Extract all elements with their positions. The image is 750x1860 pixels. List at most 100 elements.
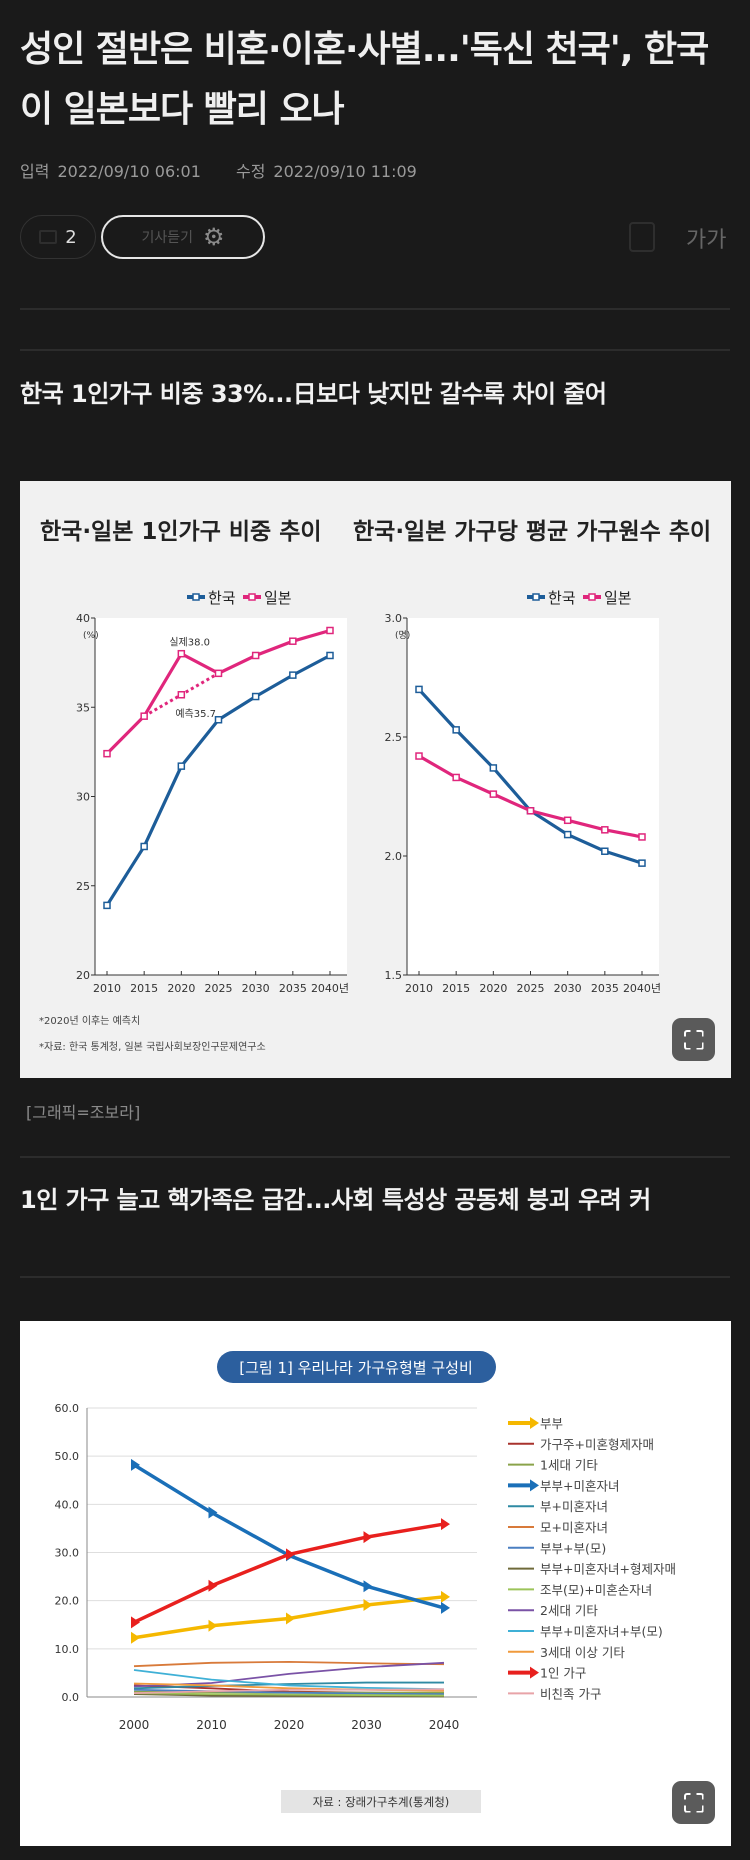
data-point-arrow (441, 1518, 450, 1531)
legend-label: 일본 (604, 589, 632, 607)
x-tick-label: 2015 (442, 982, 470, 995)
legend-label: 부부+미혼자녀+형제자매 (540, 1562, 676, 1577)
data-point-arrow (131, 1616, 140, 1629)
x-tick-label: 2030 (242, 982, 270, 995)
series-line-비친족 가구 (133, 1688, 445, 1695)
data-point (452, 726, 460, 734)
legend-label: 부부+미혼자녀 (540, 1478, 619, 1493)
comment-button[interactable]: 2 (20, 215, 96, 259)
annotation: 예측35.7 (175, 708, 216, 720)
data-point (415, 685, 423, 694)
edit-label: 수정 (235, 162, 266, 181)
data-point (526, 807, 535, 815)
legend-label: 부부 (540, 1416, 563, 1431)
data-point (214, 669, 223, 678)
x-tick-label: 2030 (351, 1718, 382, 1732)
share-icon[interactable] (629, 222, 655, 252)
data-point-arrow (363, 1599, 373, 1612)
series-line-모+미혼자녀 (133, 1660, 445, 1668)
x-tick-label: 2030 (554, 982, 582, 995)
comment-icon (39, 230, 58, 244)
chart-title: 한국·일본 1인가구 비중 추이 (40, 519, 322, 545)
gear-icon[interactable]: ⚙ (203, 223, 225, 251)
expand-button[interactable] (672, 1018, 715, 1061)
y-tick-label: 2.5 (385, 731, 403, 744)
legend-marker (248, 593, 256, 601)
y-tick-label: 2.0 (385, 850, 403, 863)
data-point (638, 859, 646, 867)
footnote: *자료: 한국 통계청, 일본 국립사회보장인구문제연구소 (39, 1040, 266, 1053)
x-tick-label: 2020 (479, 982, 507, 995)
chart-svg: [그림 1] 우리나라 가구유형별 구성비 0.0 10.0 20.0 30.0 40.0… (55, 1351, 676, 1813)
source-box (281, 1790, 481, 1813)
data-point-arrow (208, 1506, 218, 1519)
chart-title: [그림 1] 우리나라 가구유형별 구성비 (239, 1359, 473, 1377)
y-tick-label: 20 (76, 969, 90, 982)
y-tick-label: 10.0 (55, 1643, 80, 1656)
data-point (489, 790, 498, 798)
footnote: *2020년 이후는 예측치 (39, 1015, 140, 1027)
listen-label: 기사듣기 (141, 230, 193, 246)
data-point (251, 651, 260, 660)
divider (20, 1156, 730, 1158)
x-tick-label: 2010 (196, 1718, 227, 1732)
x-tick-label: 2035 (591, 982, 619, 995)
font-size-button[interactable]: 가가 (686, 222, 726, 254)
y-tick-label: 25 (76, 880, 90, 893)
legend-label: 3세대 이상 기타 (540, 1645, 625, 1660)
plot-area (407, 618, 659, 975)
article-title: 성인 절반은 비혼·이혼·사별...'독신 천국', 한국이 일본보다 빨리 오… (20, 29, 709, 130)
data-point (601, 847, 609, 855)
legend-marker (532, 593, 540, 601)
data-point (601, 826, 609, 834)
input-time: 2022/09/10 06:01 (57, 162, 201, 181)
listen-article-button[interactable]: 기사듣기 ⚙ (101, 215, 265, 259)
legend-label: 2세대 기타 (540, 1603, 598, 1618)
input-label: 입력 (20, 162, 50, 181)
legend-marker (588, 593, 596, 601)
x-tick-label: 2020 (274, 1718, 305, 1732)
data-point-arrow (363, 1531, 373, 1544)
legend-label: 비친족 가구 (540, 1686, 601, 1701)
image-caption: [그래픽=조보라] (26, 1103, 141, 1122)
y-tick-label: 3.0 (385, 612, 403, 625)
legend-label: 부부+부(모) (540, 1541, 606, 1556)
y-tick-label: 1.5 (385, 969, 403, 982)
legend-label: 모+미혼자녀 (540, 1520, 608, 1535)
data-point (214, 715, 223, 724)
data-point (452, 773, 460, 782)
x-tick-label: 2000 (119, 1718, 150, 1732)
series-line-부+미혼자녀 (133, 1681, 444, 1690)
series-line-부부+미혼자녀 (133, 1463, 445, 1610)
chart-image-household-types[interactable]: [그림 1] 우리나라 가구유형별 구성비 0.0 10.0 20.0 30.0 40.0… (20, 1321, 731, 1846)
article-meta: 입력 2022/09/10 06:01 수정 2022/09/10 11:09 (20, 158, 425, 182)
data-point (177, 762, 186, 770)
subheading: 한국 1인가구 비중 33%...日보다 낮지만 갈수록 차이 줄어 (20, 380, 607, 408)
data-point (415, 752, 423, 760)
divider (20, 1276, 730, 1278)
data-point-arrow (208, 1619, 218, 1632)
legend-label: 한국 (208, 589, 236, 607)
chart-title: 한국·일본 가구당 평균 가구원수 추이 (353, 519, 711, 545)
expand-icon (683, 1029, 704, 1050)
data-point-arrow (286, 1612, 295, 1625)
x-tick-label: 2040년 (311, 982, 349, 995)
data-point (489, 764, 498, 772)
subheading: 1인 가구 늘고 핵가족은 급감...사회 특성상 공동체 붕괴 우려 커 (20, 1186, 651, 1214)
legend-marker (192, 593, 200, 601)
data-point-arrow (131, 1458, 140, 1471)
legend-label: 한국 (548, 589, 576, 607)
x-tick-label: 2035 (279, 982, 307, 995)
y-tick-label: 20.0 (55, 1595, 80, 1608)
data-point (103, 901, 111, 910)
chart-image-single-household[interactable]: 한국·일본 1인가구 비중 추이 20 25 30 35 40 (%) 2010 2015 202… (20, 481, 731, 1078)
x-tick-label: 2010 (405, 982, 433, 995)
divider (20, 349, 730, 351)
x-tick-label: 2040년 (623, 982, 661, 995)
legend-arrow (530, 1479, 539, 1492)
x-tick-label: 2025 (517, 982, 545, 995)
expand-button[interactable] (672, 1781, 715, 1824)
legend-label: 1인 가구 (540, 1666, 586, 1681)
x-tick-label: 2020 (167, 982, 195, 995)
